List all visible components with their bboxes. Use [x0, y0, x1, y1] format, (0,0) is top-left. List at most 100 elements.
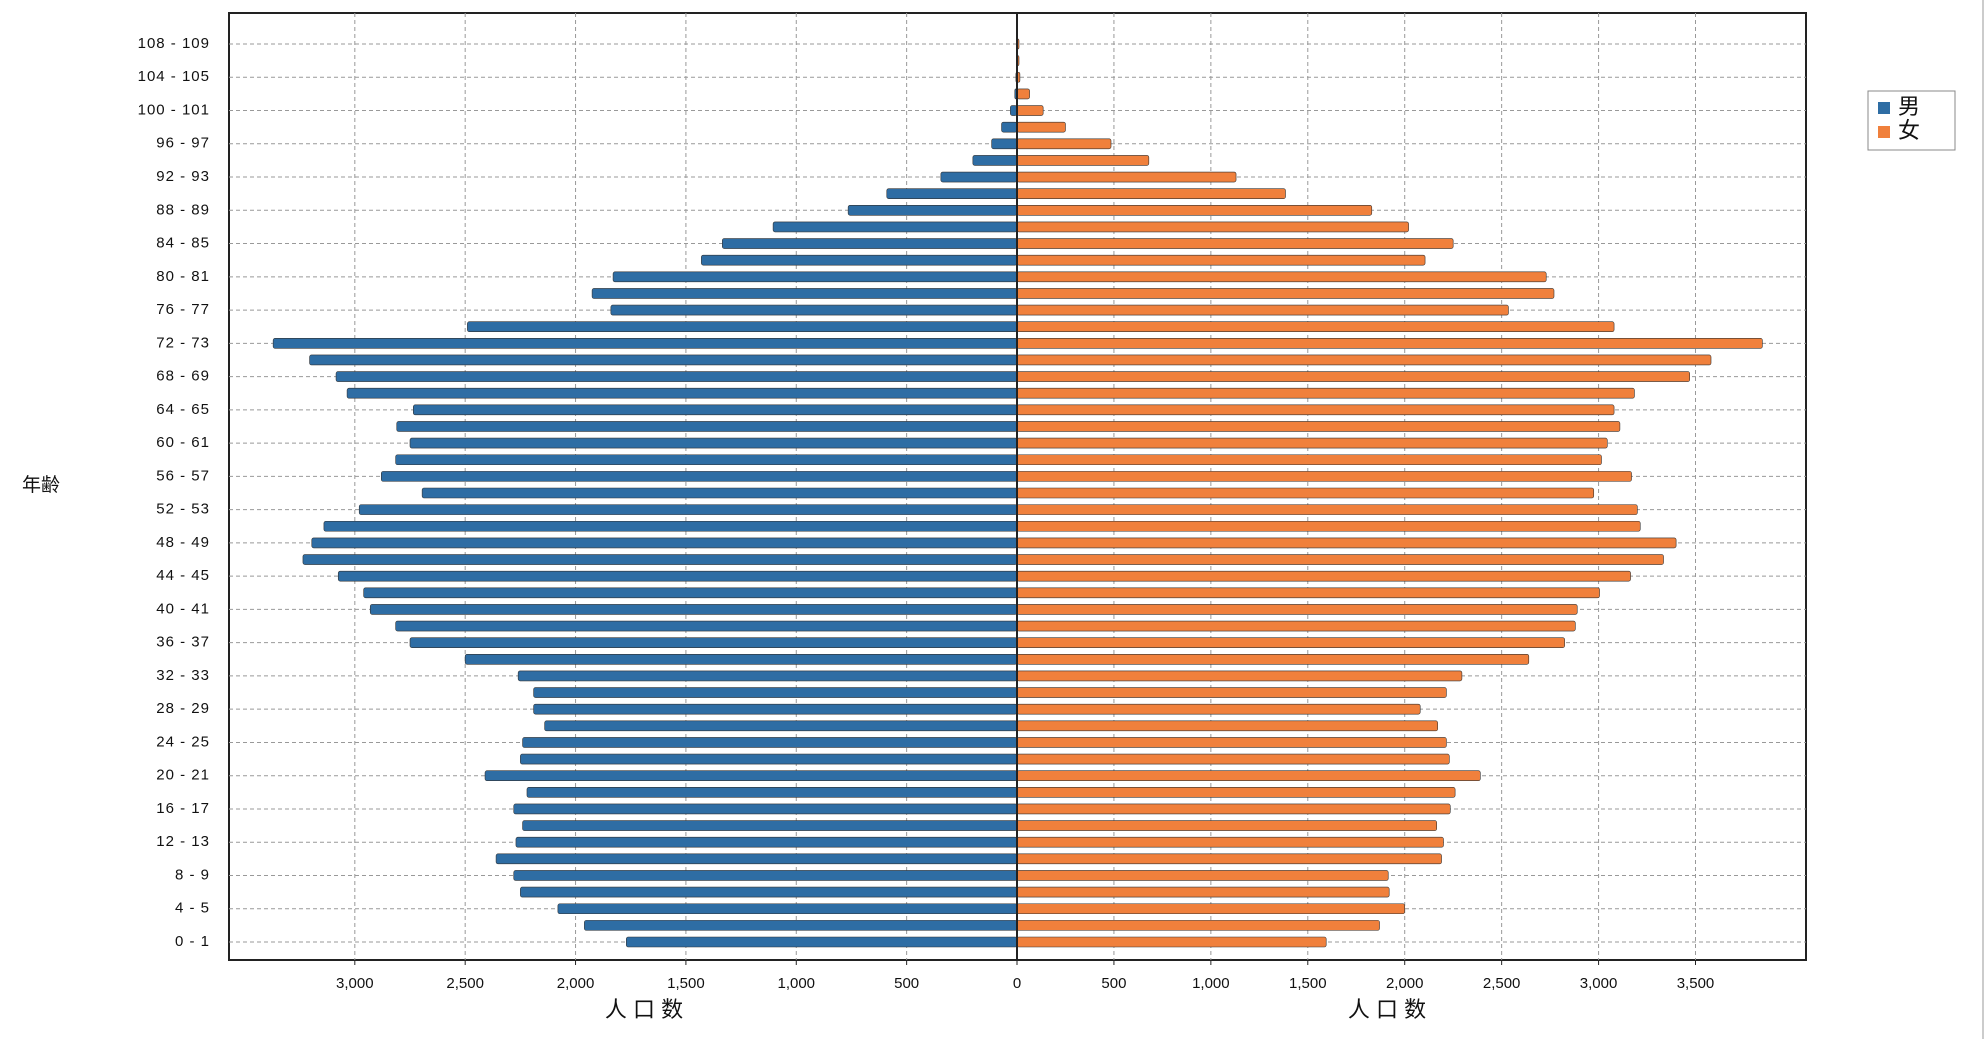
legend-label: 男 [1898, 94, 1920, 119]
bar [464, 653, 1018, 665]
bar [1016, 321, 1615, 333]
bar [1016, 454, 1602, 466]
bar [544, 720, 1018, 732]
y-tick-label: 68 - 69 [156, 368, 210, 385]
bar [1016, 570, 1631, 582]
y-tick-label: 40 - 41 [156, 600, 210, 617]
bar [311, 537, 1018, 549]
y-tick-label: 44 - 45 [156, 567, 210, 584]
bar [626, 936, 1018, 948]
bar [1016, 737, 1447, 748]
bar [1016, 204, 1373, 216]
legend-label: 女 [1898, 118, 1920, 143]
bar [1016, 138, 1112, 150]
bar [1016, 820, 1438, 831]
bar [533, 687, 1018, 698]
bar [395, 454, 1018, 466]
x-tick-label: 2,000 [1386, 975, 1424, 992]
bar [346, 387, 1018, 399]
bar [1016, 155, 1150, 166]
x-tick-label: 2,500 [1483, 975, 1521, 992]
bar [1016, 304, 1509, 316]
bar [1016, 587, 1600, 599]
bar [591, 288, 1018, 299]
bar [1016, 870, 1389, 881]
y-tick-label: 20 - 21 [156, 767, 210, 784]
bar [515, 836, 1018, 848]
bar [1016, 554, 1664, 565]
bar [381, 471, 1018, 482]
x-tick-label: 1,000 [1192, 975, 1230, 992]
bar [337, 570, 1018, 582]
bar [1016, 288, 1555, 299]
y-tick-label: 8 - 9 [175, 866, 210, 883]
bar [526, 787, 1018, 798]
y-tick-label: 84 - 85 [156, 235, 210, 252]
bar [520, 753, 1018, 765]
bar [1016, 936, 1327, 948]
bar [940, 171, 1018, 183]
bar [1016, 720, 1438, 732]
bar [1016, 620, 1576, 632]
y-tick-label: 64 - 65 [156, 401, 210, 418]
x-tick-label: 0 [1013, 975, 1021, 992]
y-tick-label: 56 - 57 [156, 467, 210, 484]
x-tick-label: 1,500 [1289, 975, 1327, 992]
bar [1016, 836, 1444, 848]
x-tick-label: 1,000 [777, 975, 815, 992]
bar [1016, 404, 1615, 416]
bar [1016, 903, 1406, 915]
bar [513, 870, 1018, 881]
bar [1016, 421, 1621, 432]
x-tick-label: 2,000 [557, 975, 595, 992]
x-tick-label: 3,000 [1580, 975, 1618, 992]
bar [1016, 188, 1286, 199]
bar [1016, 770, 1481, 782]
bar [1016, 520, 1641, 532]
bar [886, 188, 1018, 199]
bar [363, 587, 1018, 599]
y-tick-label: 92 - 93 [156, 168, 210, 185]
bar [513, 803, 1018, 815]
bar [1016, 703, 1421, 715]
y-tick-label: 108 - 109 [138, 35, 210, 52]
bar [395, 620, 1018, 632]
y-tick-label: 32 - 33 [156, 667, 210, 684]
x-axis-label: 人 口 数 [1348, 997, 1426, 1022]
bar [1016, 487, 1595, 499]
x-axis-label: 人 口 数 [605, 997, 683, 1022]
bar [557, 903, 1018, 915]
y-tick-label: 36 - 37 [156, 634, 210, 651]
y-tick-label: 60 - 61 [156, 434, 210, 451]
bar [1001, 121, 1018, 133]
bar [323, 520, 1018, 532]
bar [522, 737, 1018, 748]
x-tick-label: 3,500 [1677, 975, 1715, 992]
bar [612, 271, 1018, 283]
bar [1016, 471, 1632, 482]
y-tick-label: 28 - 29 [156, 700, 210, 717]
bar [1016, 803, 1451, 815]
bar [1016, 504, 1638, 515]
bar [533, 703, 1018, 715]
bar [358, 504, 1018, 515]
bar [413, 404, 1018, 416]
bar [1016, 886, 1390, 898]
bar [421, 487, 1018, 499]
bar [396, 421, 1018, 432]
bar [369, 604, 1018, 615]
bar [584, 920, 1018, 931]
bar [1016, 670, 1463, 682]
bar [309, 354, 1018, 366]
y-tick-label: 12 - 13 [156, 833, 210, 850]
bar [409, 637, 1018, 648]
bar [1016, 653, 1530, 665]
legend [1867, 90, 1956, 151]
legend-swatch [1878, 102, 1890, 114]
bar [1016, 238, 1454, 249]
x-tick-label: 500 [1101, 975, 1126, 992]
y-tick-label: 52 - 53 [156, 501, 210, 518]
bar [1016, 221, 1409, 233]
bar [1016, 920, 1380, 931]
